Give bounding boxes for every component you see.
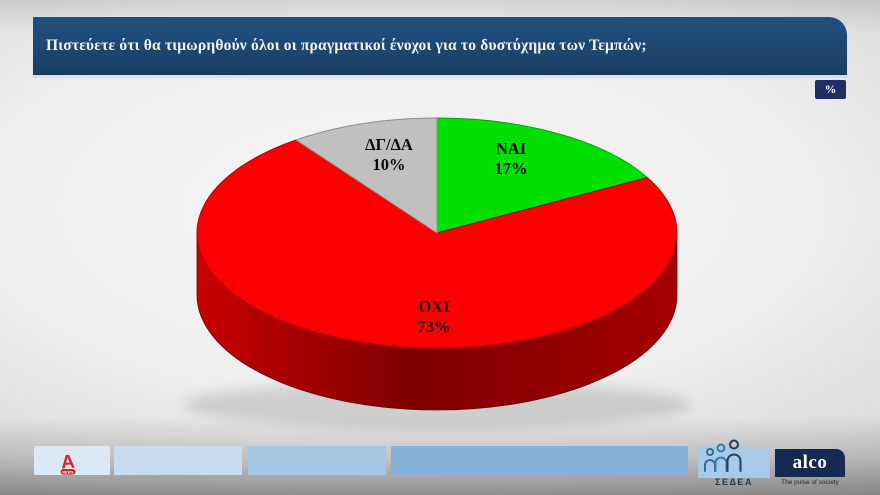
three-people-icon — [704, 439, 742, 472]
pie-label-dgda-value: 10% — [372, 155, 406, 174]
footer-segment-2 — [114, 446, 242, 475]
pie-label-oxi-value: 73% — [417, 317, 451, 336]
footer-segment-3 — [248, 446, 386, 475]
alco-tagline: The pulse of society — [781, 479, 839, 486]
question-title-bar: Πιστεύετε ότι θα τιμωρηθούν όλοι οι πραγ… — [33, 17, 847, 75]
pie-label-dgda-text: ΔΓ/ΔΑ — [365, 135, 413, 154]
sedea-label: ΣΕΔΕΑ — [715, 477, 753, 487]
question-title: Πιστεύετε ότι θα τιμωρηθούν όλοι οι πραγ… — [46, 37, 647, 54]
pie-slice-ΔΓ/ΔΑ — [295, 117, 438, 234]
pie-slice-ΝΑΙ — [436, 117, 648, 234]
pie-label-nai-value: 17% — [494, 159, 528, 178]
pie-label-nai: ΝΑΙ 17% — [495, 139, 528, 179]
percent-unit-badge: % — [815, 80, 846, 99]
alco-label: alco — [792, 452, 828, 473]
alpha-news-logo-icon: A NEWS — [60, 452, 76, 475]
alpha-news-pill — [60, 469, 76, 475]
pie-label-oxi-text: ΟΧΙ — [418, 297, 450, 316]
sedea-logo-block — [698, 447, 770, 478]
pie-label-dgda: ΔΓ/ΔΑ 10% — [365, 135, 413, 175]
alpha-news-label: NEWS — [62, 470, 74, 474]
alpha-letter: A — [60, 452, 75, 474]
pie-label-oxi: ΟΧΙ 73% — [418, 297, 451, 337]
pie-label-nai-text: ΝΑΙ — [495, 139, 527, 158]
alco-logo: alco — [775, 449, 845, 477]
pie-slice-ΟΧΙ — [196, 139, 678, 349]
footer-segment-4 — [391, 446, 688, 475]
